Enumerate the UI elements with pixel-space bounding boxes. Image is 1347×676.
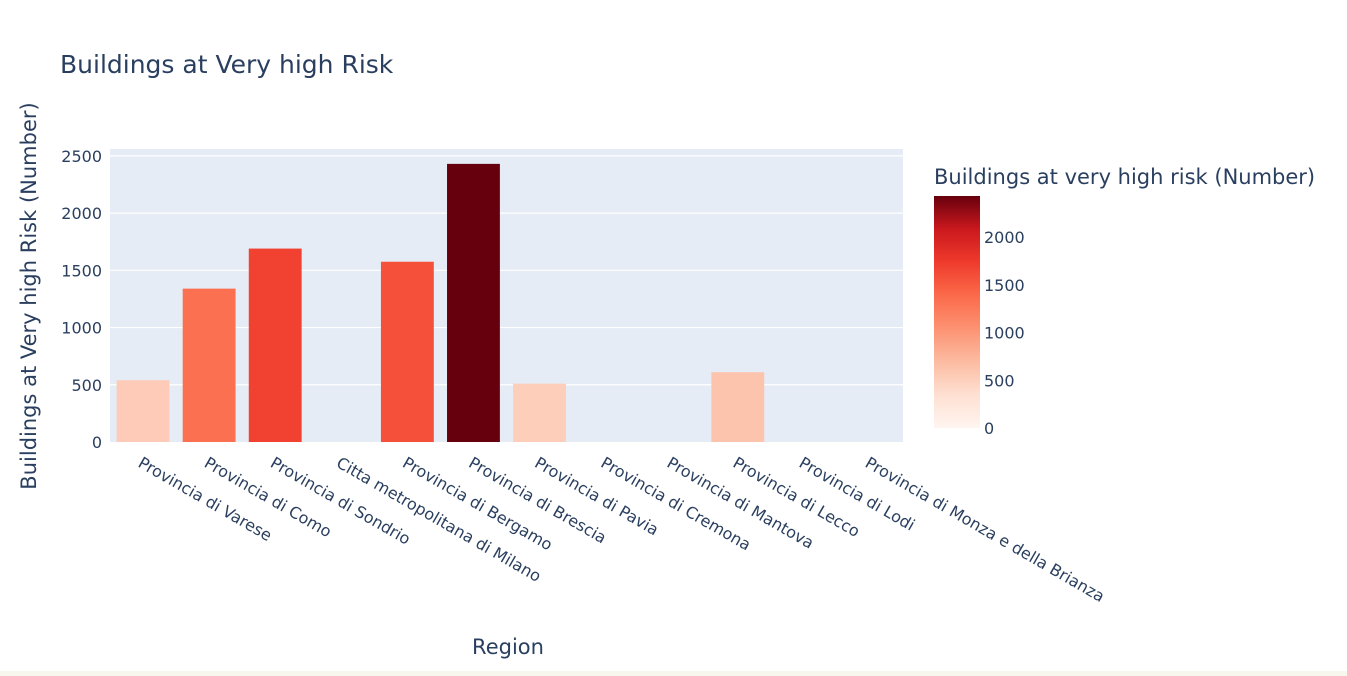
bars bbox=[116, 163, 765, 442]
colorbar-tick-label: 500 bbox=[984, 371, 1015, 390]
y-axis-ticks: 0 500 1000 1500 2000 2500 bbox=[61, 147, 102, 452]
colorbar-title: Buildings at very high risk (Number) bbox=[934, 165, 1315, 189]
y-tick-label: 2500 bbox=[61, 147, 102, 166]
bar bbox=[182, 288, 236, 442]
gridlines bbox=[110, 155, 903, 386]
colorbar bbox=[934, 196, 980, 428]
plot-background bbox=[110, 149, 903, 442]
y-tick-label: 1000 bbox=[61, 319, 102, 338]
bottom-strip bbox=[0, 671, 1347, 676]
bar bbox=[116, 380, 170, 442]
colorbar-tick-label: 1000 bbox=[984, 324, 1025, 343]
chart-title: Buildings at Very high Risk bbox=[60, 50, 394, 79]
x-axis-label: Region bbox=[472, 635, 544, 659]
colorbar-ticks: 0 500 1000 1500 2000 bbox=[984, 228, 1025, 438]
colorbar-tick-label: 1500 bbox=[984, 276, 1025, 295]
y-tick-label: 0 bbox=[92, 433, 102, 452]
colorbar-tick-label: 0 bbox=[984, 419, 994, 438]
y-axis-label: Buildings at Very high Risk (Number) bbox=[17, 102, 41, 489]
bar bbox=[447, 163, 500, 442]
bar bbox=[248, 248, 302, 442]
y-tick-label: 1500 bbox=[61, 261, 102, 280]
y-tick-label: 2000 bbox=[61, 204, 102, 223]
x-tick-label: Provincia di Monza e della Brianza bbox=[862, 453, 1108, 606]
colorbar-tick-label: 2000 bbox=[984, 228, 1025, 247]
bar bbox=[380, 261, 434, 442]
y-tick-label: 500 bbox=[71, 376, 102, 395]
bar bbox=[513, 383, 566, 442]
bar bbox=[711, 372, 765, 442]
